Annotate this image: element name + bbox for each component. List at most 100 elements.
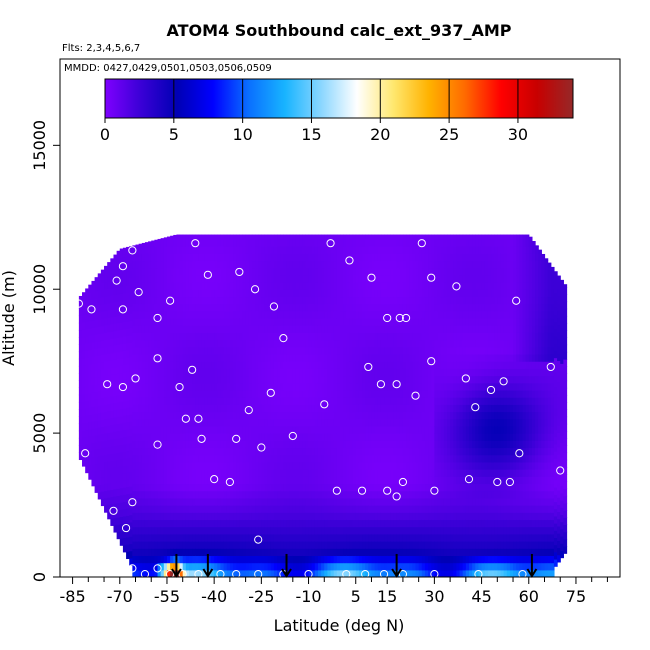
field-cell xyxy=(415,332,420,341)
field-cell xyxy=(406,238,410,247)
field-cell xyxy=(302,440,306,449)
field-cell xyxy=(311,310,316,319)
field-cell xyxy=(173,440,178,449)
field-cell xyxy=(170,526,174,535)
field-cell xyxy=(286,418,291,427)
field-cell xyxy=(261,375,266,384)
field-cell xyxy=(151,310,155,319)
field-cell xyxy=(270,368,275,377)
field-cell xyxy=(132,490,137,499)
field-cell xyxy=(163,533,168,542)
field-cell xyxy=(236,425,240,434)
field-cell xyxy=(226,497,231,506)
field-cell xyxy=(295,274,300,283)
field-cell xyxy=(302,368,306,377)
field-cell xyxy=(374,339,379,348)
field-cell xyxy=(122,494,127,503)
field-cell xyxy=(415,353,420,362)
field-cell xyxy=(286,541,291,549)
field-cell xyxy=(336,548,341,557)
field-cell xyxy=(368,325,373,333)
field-cell xyxy=(217,505,222,513)
field-cell xyxy=(314,483,319,492)
field-cell xyxy=(374,483,379,492)
field-cell xyxy=(409,282,413,290)
field-cell xyxy=(302,461,306,470)
field-cell xyxy=(239,289,244,298)
field-cell xyxy=(402,533,407,542)
field-cell xyxy=(384,361,388,369)
field-cell xyxy=(173,274,178,283)
field-cell xyxy=(166,526,171,535)
field-cell xyxy=(390,440,395,449)
field-cell xyxy=(148,260,152,269)
field-cell xyxy=(188,483,193,492)
field-cell xyxy=(160,238,165,240)
field-cell xyxy=(188,260,193,269)
field-cell xyxy=(261,238,266,247)
field-cell xyxy=(129,255,133,264)
field-cell xyxy=(239,469,244,477)
field-cell xyxy=(258,310,262,319)
field-cell xyxy=(82,372,86,381)
field-cell xyxy=(220,562,225,571)
field-cell xyxy=(267,433,272,441)
field-cell xyxy=(204,246,209,254)
field-cell xyxy=(358,389,363,398)
field-cell xyxy=(355,361,360,369)
field-cell xyxy=(251,548,256,557)
field-cell xyxy=(380,541,385,549)
field-cell xyxy=(377,274,382,283)
field-cell xyxy=(402,253,407,262)
field-cell xyxy=(330,490,335,499)
field-cell xyxy=(402,289,407,298)
field-cell xyxy=(132,562,137,571)
field-cell xyxy=(384,476,388,485)
field-cell xyxy=(295,483,300,492)
field-cell xyxy=(211,490,215,499)
field-cell xyxy=(173,411,178,420)
field-cell xyxy=(173,389,178,398)
field-cell xyxy=(327,303,332,312)
field-cell xyxy=(214,339,218,348)
field-cell xyxy=(362,332,366,341)
field-cell xyxy=(138,483,143,492)
field-cell xyxy=(267,469,272,477)
field-cell xyxy=(406,339,410,348)
field-cell xyxy=(163,389,168,398)
field-cell xyxy=(346,440,351,449)
field-cell xyxy=(358,318,363,326)
field-cell xyxy=(362,282,366,290)
field-cell xyxy=(314,533,319,542)
field-cell xyxy=(198,469,203,477)
field-cell xyxy=(88,378,93,387)
field-cell xyxy=(148,519,152,528)
field-cell xyxy=(229,234,234,240)
field-cell xyxy=(418,483,423,492)
field-cell xyxy=(154,433,159,441)
field-cell xyxy=(362,497,366,506)
field-cell xyxy=(217,260,222,269)
field-cell xyxy=(163,237,168,240)
field-cell xyxy=(283,562,288,571)
field-cell xyxy=(119,250,124,259)
field-cell xyxy=(368,282,373,290)
field-cell xyxy=(330,526,335,535)
field-cell xyxy=(245,375,250,384)
field-cell xyxy=(160,562,165,571)
field-cell xyxy=(340,562,344,571)
field-cell xyxy=(160,404,165,413)
field-cell xyxy=(286,303,291,312)
field-cell xyxy=(270,569,275,577)
field-cell xyxy=(223,425,228,434)
field-cell xyxy=(173,497,178,506)
field-cell xyxy=(371,260,376,269)
field-cell xyxy=(280,397,284,405)
field-cell xyxy=(116,373,121,381)
field-cell xyxy=(91,280,96,285)
field-cell xyxy=(277,339,281,348)
field-cell xyxy=(132,447,137,456)
field-cell xyxy=(144,368,149,377)
field-cell xyxy=(336,238,341,247)
field-cell xyxy=(393,339,398,348)
